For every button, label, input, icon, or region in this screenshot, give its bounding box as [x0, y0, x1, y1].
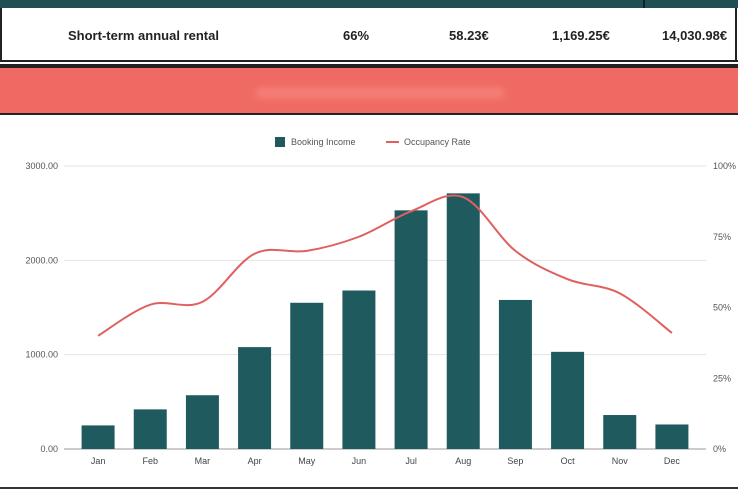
x-tick-label: Oct	[561, 456, 576, 466]
legend-swatch-booking-income	[275, 137, 285, 147]
bar	[342, 290, 376, 449]
x-tick-label: Mar	[195, 456, 211, 466]
bar	[655, 424, 689, 449]
daily-rate-value: 58.23€	[449, 28, 489, 43]
x-tick-label: Dec	[664, 456, 681, 466]
column-divider	[643, 0, 645, 8]
legend-label-occupancy-rate: Occupancy Rate	[404, 137, 471, 147]
occupancy-line	[97, 194, 673, 337]
bar	[394, 210, 428, 449]
right-tick-label: 0%	[713, 444, 726, 454]
banner-blurred-text	[255, 88, 505, 98]
x-tick-label: Jun	[352, 456, 367, 466]
left-tick-label: 0.00	[40, 444, 58, 454]
right-tick-label: 75%	[713, 232, 731, 242]
left-tick-label: 2000.00	[25, 255, 58, 265]
table-right-border	[735, 8, 737, 62]
legend-label-booking-income: Booking Income	[291, 137, 356, 147]
annual-income-value: 14,030.98€	[662, 28, 728, 43]
left-tick-label: 1000.00	[25, 350, 58, 360]
bar	[290, 302, 324, 449]
monthly-income-value: 1,169.25€	[552, 28, 610, 43]
bar	[133, 409, 167, 449]
bar	[446, 193, 480, 449]
occupancy-value: 66%	[343, 28, 370, 43]
x-tick-label: Apr	[248, 456, 262, 466]
bar	[603, 415, 637, 449]
x-tick-label: May	[298, 456, 316, 466]
x-tick-label: Feb	[142, 456, 158, 466]
bar	[185, 395, 219, 449]
left-tick-label: 3000.00	[25, 161, 58, 171]
bar	[238, 347, 272, 449]
summary-table-row: Short-term annual rental 66% 58.23€ 1,16…	[0, 8, 738, 62]
x-tick-label: Nov	[612, 456, 629, 466]
legend: Booking Income Occupancy Rate	[275, 137, 471, 147]
x-tick-label: Aug	[455, 456, 471, 466]
right-axis: 0% 25% 50% 75% 100%	[713, 161, 736, 454]
right-tick-label: 50%	[713, 303, 731, 313]
row-label: Short-term annual rental	[68, 28, 219, 43]
occupancy-rate-series-line	[97, 194, 673, 337]
table-left-border	[0, 8, 2, 62]
table-header-band	[0, 0, 738, 8]
grid-lines	[64, 165, 706, 450]
bottom-border	[0, 487, 738, 489]
right-tick-label: 100%	[713, 161, 736, 171]
x-tick-label: Jul	[405, 456, 417, 466]
bar	[498, 299, 532, 449]
booking-income-chart: 0.00 1000.00 2000.00 3000.00 0% 25% 50% 75% 100…	[25, 137, 736, 466]
bar	[551, 351, 585, 449]
x-axis: Jan Feb Mar Apr May Jun Jul Aug Sep Oct Nov Dec	[91, 456, 681, 466]
bars	[81, 193, 689, 449]
left-axis: 0.00 1000.00 2000.00 3000.00	[25, 161, 58, 454]
section-separator	[0, 64, 738, 68]
right-tick-label: 25%	[713, 373, 731, 383]
x-tick-label: Jan	[91, 456, 106, 466]
section-banner	[0, 68, 738, 115]
bar	[81, 425, 115, 449]
x-tick-label: Sep	[507, 456, 523, 466]
